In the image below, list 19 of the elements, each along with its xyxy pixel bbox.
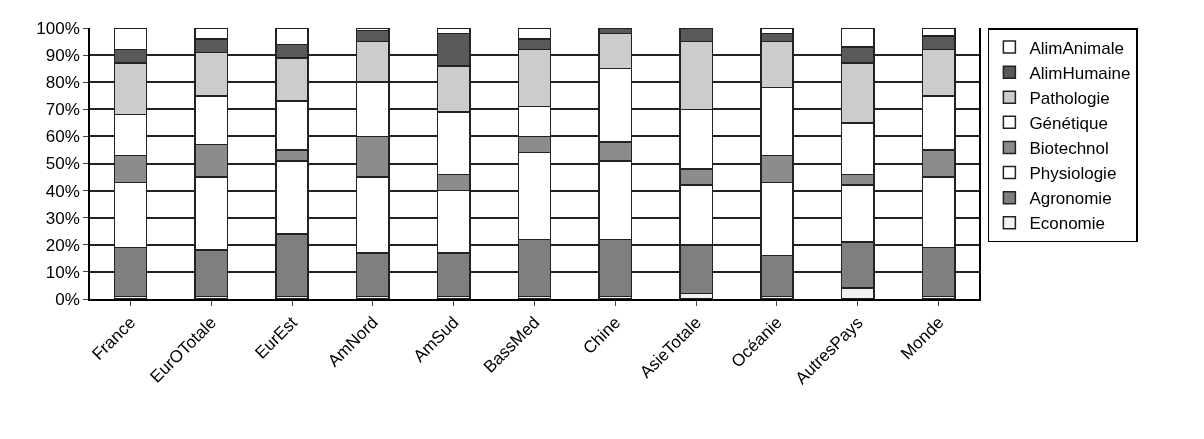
y-tick-label: 0% bbox=[55, 289, 80, 309]
y-tick-label: 30% bbox=[45, 208, 80, 228]
legend-label: Physiologie bbox=[1029, 164, 1117, 184]
legend-label: AlimAnimale bbox=[1029, 38, 1124, 58]
legend-label: Economie bbox=[1029, 214, 1105, 234]
y-tick-label: 40% bbox=[45, 181, 80, 201]
y-tick-label: 70% bbox=[45, 100, 80, 120]
y-tick-label: 20% bbox=[45, 235, 80, 255]
legend-label: Génétique bbox=[1029, 113, 1108, 133]
y-tick-label: 90% bbox=[45, 46, 80, 66]
legend-label: Agronomie bbox=[1029, 189, 1112, 209]
y-tick-label: 10% bbox=[45, 262, 80, 282]
legend-label: Biotechnol bbox=[1029, 139, 1109, 159]
y-tick-label: 50% bbox=[45, 154, 80, 174]
y-tick-label: 100% bbox=[36, 18, 80, 38]
legend-label: Pathologie bbox=[1029, 88, 1110, 108]
legend-label: AlimHumaine bbox=[1029, 63, 1131, 83]
y-tick-label: 60% bbox=[45, 127, 80, 147]
y-tick-label: 80% bbox=[45, 73, 80, 93]
